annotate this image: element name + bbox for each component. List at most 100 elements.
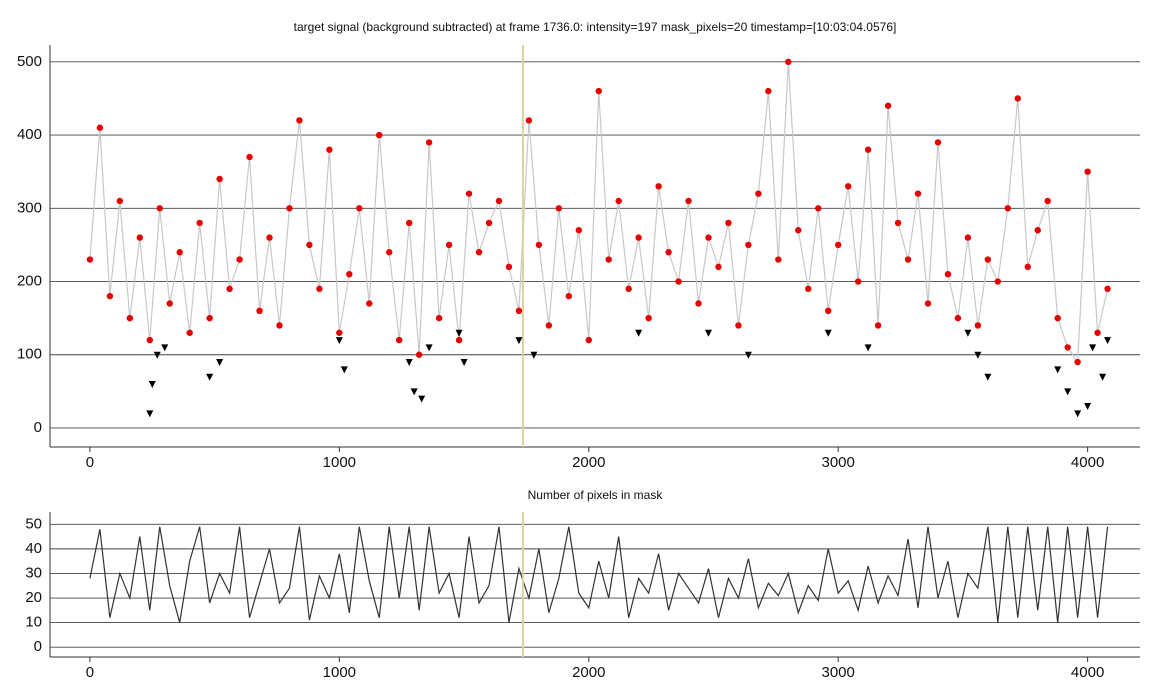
x-tick-label: 3000 bbox=[822, 664, 855, 681]
point bbox=[964, 329, 972, 337]
point bbox=[665, 249, 672, 256]
point bbox=[156, 205, 163, 212]
point bbox=[984, 373, 992, 381]
point bbox=[340, 366, 348, 374]
point bbox=[136, 234, 143, 241]
point bbox=[824, 329, 832, 337]
point bbox=[410, 388, 418, 396]
y-tick-label: 300 bbox=[17, 199, 42, 216]
point bbox=[216, 359, 224, 367]
point bbox=[246, 153, 253, 161]
point bbox=[226, 285, 233, 293]
point bbox=[166, 300, 173, 307]
y-tick-label: 100 bbox=[17, 346, 42, 363]
point bbox=[153, 351, 161, 359]
point bbox=[675, 278, 682, 285]
point bbox=[86, 256, 94, 263]
point bbox=[695, 300, 702, 307]
y-tick-label: 10 bbox=[25, 614, 42, 631]
point bbox=[575, 227, 582, 234]
point bbox=[974, 351, 982, 359]
point bbox=[196, 219, 203, 227]
point bbox=[705, 234, 712, 241]
point bbox=[425, 344, 433, 352]
point bbox=[685, 197, 692, 205]
point bbox=[455, 329, 463, 337]
point bbox=[335, 337, 343, 345]
point bbox=[148, 381, 156, 389]
point bbox=[495, 197, 503, 205]
y-tick-label: 400 bbox=[17, 126, 42, 143]
point bbox=[1014, 95, 1021, 102]
point bbox=[161, 344, 169, 352]
point bbox=[635, 329, 643, 337]
point bbox=[954, 314, 962, 322]
point bbox=[864, 146, 872, 153]
series-line bbox=[89, 526, 1109, 623]
point bbox=[785, 58, 792, 66]
y-tick-label: 0 bbox=[34, 419, 42, 436]
point bbox=[146, 336, 153, 344]
point bbox=[276, 322, 283, 329]
point bbox=[894, 219, 902, 227]
point bbox=[864, 344, 872, 352]
point bbox=[1104, 337, 1112, 345]
point bbox=[904, 256, 912, 263]
chart-title: target signal (background subtracted) at… bbox=[294, 20, 897, 34]
x-tick-label: 2000 bbox=[572, 454, 605, 471]
point bbox=[366, 300, 373, 307]
point bbox=[715, 263, 722, 271]
point bbox=[795, 227, 802, 234]
x-tick-label: 0 bbox=[86, 664, 94, 681]
point bbox=[914, 190, 922, 197]
point bbox=[1099, 373, 1107, 381]
point bbox=[216, 175, 223, 183]
point bbox=[545, 322, 553, 329]
point bbox=[535, 241, 543, 249]
point bbox=[994, 278, 1002, 285]
point bbox=[555, 205, 563, 212]
point bbox=[854, 278, 862, 285]
point bbox=[924, 300, 932, 307]
point bbox=[96, 124, 104, 131]
point bbox=[884, 102, 892, 109]
point bbox=[405, 219, 413, 227]
point bbox=[944, 270, 952, 278]
point bbox=[316, 285, 323, 293]
point bbox=[1004, 205, 1012, 212]
x-tick-label: 2000 bbox=[572, 664, 605, 681]
point bbox=[775, 256, 782, 263]
point bbox=[745, 241, 752, 249]
point bbox=[984, 256, 992, 263]
point bbox=[376, 131, 383, 139]
point bbox=[515, 307, 523, 315]
point bbox=[356, 205, 363, 212]
point bbox=[805, 285, 812, 293]
point bbox=[306, 241, 313, 249]
point bbox=[435, 314, 443, 322]
point bbox=[206, 373, 214, 381]
point bbox=[815, 205, 822, 212]
point bbox=[425, 139, 433, 146]
point bbox=[765, 87, 772, 95]
point bbox=[465, 190, 473, 197]
point bbox=[1044, 197, 1051, 205]
point bbox=[505, 263, 513, 271]
point bbox=[704, 329, 712, 337]
point bbox=[934, 139, 942, 146]
point bbox=[395, 336, 403, 344]
point bbox=[565, 292, 573, 300]
point bbox=[1084, 168, 1091, 175]
point bbox=[744, 351, 752, 359]
x-tick-label: 4000 bbox=[1071, 454, 1104, 471]
point bbox=[455, 336, 463, 344]
point bbox=[645, 314, 652, 322]
point bbox=[615, 197, 622, 205]
point bbox=[735, 322, 742, 329]
point bbox=[418, 395, 426, 403]
x-tick-label: 4000 bbox=[1071, 664, 1104, 681]
point bbox=[595, 87, 602, 95]
point bbox=[256, 307, 263, 315]
point bbox=[445, 241, 453, 249]
point bbox=[405, 359, 413, 367]
